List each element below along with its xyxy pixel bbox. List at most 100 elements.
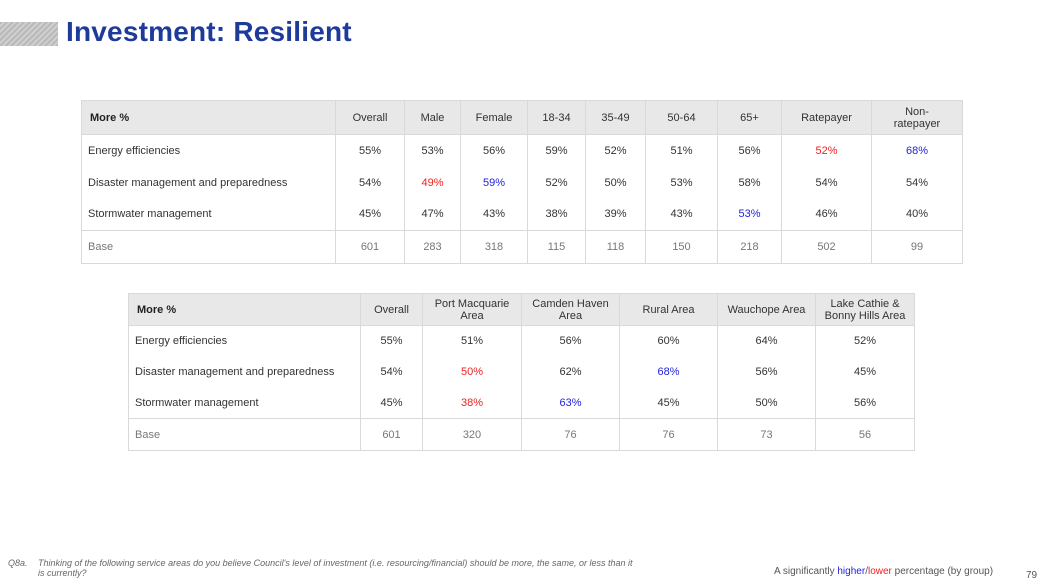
- table-area: More % Overall Port Macquarie Area Camden…: [128, 293, 915, 451]
- table-cell: 52%: [527, 166, 586, 199]
- table-cell: 49%: [404, 166, 461, 199]
- table-cell: 52%: [815, 325, 915, 357]
- table-cell: 54%: [335, 166, 405, 199]
- row-label: Disaster management and preparedness: [128, 356, 361, 388]
- table-cell: 53%: [404, 134, 461, 167]
- table-cell: 62%: [521, 356, 620, 388]
- base-cell: 601: [360, 418, 423, 451]
- table-header-row: More % Overall Male Female 18-34 35-49 5…: [81, 100, 963, 135]
- table-cell: 63%: [521, 387, 620, 419]
- table-row: Energy efficiencies 55% 53% 56% 59% 52% 51% 56%…: [81, 134, 963, 167]
- legend-prefix: A significantly: [774, 566, 838, 577]
- column-header: 35-49: [585, 100, 646, 135]
- table-corner-label: More %: [81, 100, 336, 135]
- base-cell: 76: [619, 418, 718, 451]
- table-cell: 45%: [335, 198, 405, 231]
- table-cell: 51%: [422, 325, 522, 357]
- base-cell: 320: [422, 418, 522, 451]
- column-header: Overall: [360, 293, 423, 326]
- row-label: Disaster management and preparedness: [81, 166, 336, 199]
- table-cell: 58%: [717, 166, 782, 199]
- base-cell: 502: [781, 230, 872, 264]
- table-cell: 43%: [645, 198, 718, 231]
- table-row: Stormwater management 45% 38% 63% 45% 50% 56%: [128, 387, 915, 419]
- question-id: Q8a.: [8, 558, 28, 568]
- table-cell: 56%: [717, 356, 816, 388]
- table-cell: 68%: [871, 134, 963, 167]
- table-cell: 59%: [460, 166, 528, 199]
- table-row: Energy efficiencies 55% 51% 56% 60% 64% 52%: [128, 325, 915, 357]
- table-corner-label: More %: [128, 293, 361, 326]
- question-footnote: Q8a. Thinking of the following service ar…: [8, 558, 638, 578]
- table-cell: 38%: [422, 387, 522, 419]
- base-cell: 115: [527, 230, 586, 264]
- table-cell: 56%: [460, 134, 528, 167]
- legend-lower: lower: [867, 566, 892, 577]
- base-cell: 318: [460, 230, 528, 264]
- table-cell: 45%: [360, 387, 423, 419]
- table-row: Stormwater management 45% 47% 43% 38% 39% 43% 5…: [81, 198, 963, 231]
- base-label: Base: [128, 418, 361, 451]
- row-label: Energy efficiencies: [128, 325, 361, 357]
- base-cell: 118: [585, 230, 646, 264]
- table-cell: 60%: [619, 325, 718, 357]
- table-cell: 55%: [335, 134, 405, 167]
- table-cell: 53%: [717, 198, 782, 231]
- table-cell: 47%: [404, 198, 461, 231]
- title-accent-bar: [0, 22, 58, 46]
- page-title: Investment: Resilient: [66, 16, 352, 47]
- column-header: Non-ratepayer: [871, 100, 963, 135]
- table-cell: 53%: [645, 166, 718, 199]
- base-cell: 150: [645, 230, 718, 264]
- table-gender-age-ratepayer: More % Overall Male Female 18-34 35-49 5…: [81, 100, 963, 264]
- table-row: Disaster management and preparedness 54% 4…: [81, 166, 963, 199]
- table-cell: 54%: [781, 166, 872, 199]
- column-header: 18-34: [527, 100, 586, 135]
- table-cell: 39%: [585, 198, 646, 231]
- column-header: Wauchope Area: [717, 293, 816, 326]
- base-row: Base 601 320 76 76 73 56: [128, 418, 915, 451]
- column-header: 65+: [717, 100, 782, 135]
- column-header: Port Macquarie Area: [422, 293, 522, 326]
- table-row: Disaster management and preparedness 54% 5…: [128, 356, 915, 388]
- table-cell: 45%: [619, 387, 718, 419]
- significance-legend: A significantly higher/lower percentage …: [774, 566, 993, 577]
- column-header: Overall: [335, 100, 405, 135]
- legend-suffix: percentage (by group): [891, 566, 994, 577]
- table-cell: 52%: [585, 134, 646, 167]
- table-cell: 50%: [422, 356, 522, 388]
- base-cell: 73: [717, 418, 816, 451]
- column-header: Rural Area: [619, 293, 718, 326]
- row-label: Stormwater management: [128, 387, 361, 419]
- table-cell: 38%: [527, 198, 586, 231]
- base-row: Base 601 283 318 115 118 150 218 502 99: [81, 230, 963, 264]
- question-text: Thinking of the following service areas …: [38, 558, 633, 578]
- base-cell: 99: [871, 230, 963, 264]
- row-label: Stormwater management: [81, 198, 336, 231]
- base-cell: 56: [815, 418, 915, 451]
- legend-sep: /: [865, 566, 868, 577]
- table-cell: 50%: [585, 166, 646, 199]
- base-cell: 76: [521, 418, 620, 451]
- table-cell: 64%: [717, 325, 816, 357]
- base-cell: 218: [717, 230, 782, 264]
- table-cell: 43%: [460, 198, 528, 231]
- table-cell: 68%: [619, 356, 718, 388]
- table-cell: 59%: [527, 134, 586, 167]
- table-cell: 46%: [781, 198, 872, 231]
- column-header: Female: [460, 100, 528, 135]
- column-header: Ratepayer: [781, 100, 872, 135]
- table-cell: 56%: [717, 134, 782, 167]
- page-number: 79: [1026, 570, 1038, 581]
- table-cell: 40%: [871, 198, 963, 231]
- base-cell: 601: [335, 230, 405, 264]
- legend-higher: higher: [837, 566, 866, 577]
- column-header: Camden Haven Area: [521, 293, 620, 326]
- column-header: Male: [404, 100, 461, 135]
- table-header-row: More % Overall Port Macquarie Area Camden…: [128, 293, 915, 326]
- column-header: Lake Cathie & Bonny Hills Area: [815, 293, 915, 326]
- column-header: 50-64: [645, 100, 718, 135]
- table-cell: 56%: [815, 387, 915, 419]
- base-label: Base: [81, 230, 336, 264]
- table-cell: 55%: [360, 325, 423, 357]
